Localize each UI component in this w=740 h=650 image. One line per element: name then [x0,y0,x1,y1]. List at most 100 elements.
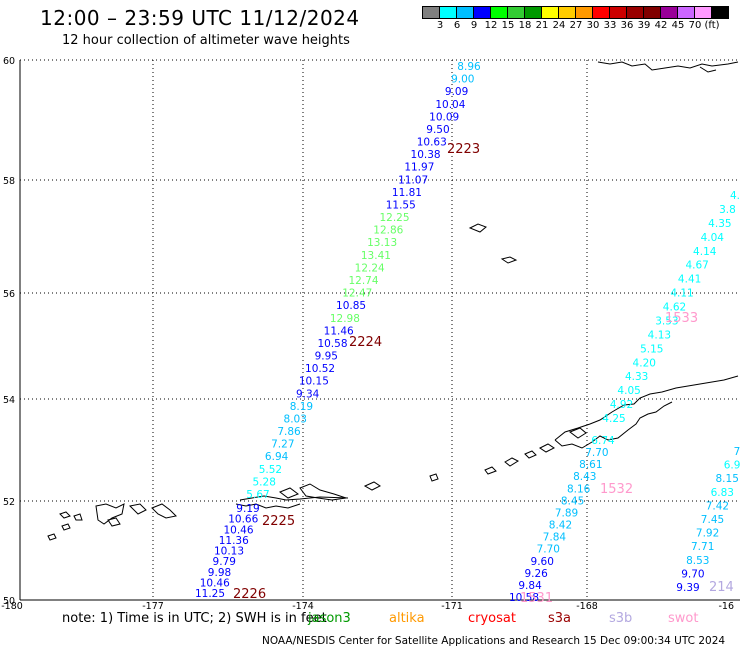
wave-height-label: 9.95 [315,351,338,363]
satellite-legend-item: cryosat [468,611,516,626]
colorbar-label: 3 [436,20,444,31]
wave-height-label: 7 [734,446,740,458]
wave-height-label: 8.45 [561,495,584,507]
wave-height-label: 5.28 [253,476,276,488]
wave-height-label: 6.83 [711,487,734,499]
track-id-label: 2226 [233,587,266,602]
wave-height-label: 8.03 [284,413,307,425]
wave-height-label: 10.15 [299,376,329,388]
wave-height-label: 10.46 [200,577,230,589]
colorbar-label: 39 [637,20,651,31]
wave-height-label: 11.55 [386,199,416,211]
track-id-label: 1531 [520,591,553,606]
satellite-legend-item: s3b [609,611,633,626]
colorbar-label: 21 [535,20,549,31]
longitude-tick-label: -168 [576,601,598,612]
wave-height-label: 8.61 [579,459,602,471]
satellite-legend-item: altika [389,611,425,626]
wave-height-label: 10.58 [317,338,347,350]
wave-height-label: 10.04 [435,99,465,111]
colorbar-label: 12 [484,20,498,31]
wave-height-label: 4.13 [648,329,671,341]
wave-height-label: 7.71 [691,541,714,553]
wave-height-label: 8.43 [573,471,596,483]
wave-height-label: 10.09 [429,111,459,123]
wave-height-label: 9.34 [296,388,320,400]
wave-height-label: 4.62 [663,302,686,314]
wave-height-label: 4.04 [701,232,725,244]
wave-height-label: 10.66 [228,514,258,526]
credit-line: NOAA/NESDIS Center for Satellite Applica… [262,635,726,647]
wave-height-label: 9.79 [213,556,236,568]
wave-height-label: 7.70 [585,447,608,459]
wave-height-label: 13.41 [361,250,391,262]
colorbar-label: 70 [688,20,702,31]
satellite-legend-item: swot [668,611,699,626]
wave-height-label: 4.25 [602,413,625,425]
colorbar-label: 9 [470,20,478,31]
latitude-tick-label: 60 [3,56,15,67]
track-id-label: 2225 [262,514,295,529]
wave-height-label: 4.41 [678,274,701,286]
altimeter-tracks: 8.969.009.0910.0410.099.5010.6310.3811.9… [195,61,740,604]
latitude-tick-label: 58 [3,176,15,187]
wave-height-label: 6.74 [591,435,615,447]
wave-height-label: 4.20 [633,357,656,369]
wave-height-label: 9.84 [518,580,542,592]
wave-height-label: 5.52 [259,464,282,476]
wave-height-label: 12.86 [373,225,403,237]
wave-height-label: 4.05 [617,385,640,397]
longitude-tick-label: -16 [718,601,734,612]
latitude-tick-label: 50 [3,596,15,607]
track-id-label: 2224 [349,335,382,350]
wave-height-label: 11.97 [404,162,434,174]
wave-height-label: 6.9 [724,460,740,472]
track-id-label: 2223 [447,142,480,157]
wave-height-label: 5.15 [640,343,663,355]
colorbar-label: 27 [569,20,583,31]
track-id-label: 214 [709,580,734,595]
wave-height-label: 10.38 [411,149,441,161]
latitude-tick-label: 54 [3,395,15,406]
wave-height-label: 5.67 [246,489,269,501]
wave-height-label: 13.13 [367,237,397,249]
wave-height-label: 8.53 [686,555,709,567]
wave-height-label: 7.86 [277,426,301,438]
track-id-labels: 2223 2224 2225 2226 1533 1532 1531 214 [233,142,734,606]
wave-height-label: 4.92 [610,399,633,411]
map-title: 12:00 – 23:59 UTC 11/12/2024 [40,6,360,30]
colorbar-label: (ft) [704,20,720,31]
colorbar-swatch [711,6,729,19]
wave-height-label: 3.8 [719,204,736,216]
note-text: note: 1) Time is in UTC; 2) SWH is in fe… [62,611,327,626]
wave-height-label: 7.89 [555,507,578,519]
wave-height-label: 7.70 [537,544,560,556]
wave-height-label: 11.07 [398,174,428,186]
wave-height-label: 10.52 [305,363,335,375]
satellite-legend-item: s3a [548,611,572,626]
wave-height-label: 4.33 [625,371,648,383]
wave-height-label: 4. [730,190,740,202]
wave-height-label: 12.24 [355,262,385,274]
wave-height-label: 11.36 [219,535,249,547]
wave-height-label: 11.81 [392,187,422,199]
longitude-tick-label: -180 [1,601,23,612]
wave-height-label: 9.09 [445,86,468,98]
wave-height-label: 9.39 [676,582,699,594]
wave-height-label: 4.11 [670,288,693,300]
wave-height-label: 7.84 [543,532,567,544]
wave-height-label: 10.63 [417,137,447,149]
track-id-label: 1532 [600,482,633,497]
map-subtitle: 12 hour collection of altimeter wave hei… [62,33,350,48]
wave-height-label: 9.98 [208,567,231,579]
colorbar-label: 33 [603,20,617,31]
latitude-tick-label: 56 [3,289,15,300]
wave-height-label: 12.47 [342,288,372,300]
longitude-tick-label: -174 [292,601,314,612]
wave-height-label: 9.00 [451,74,474,86]
wave-height-label: 4.67 [685,260,708,272]
wave-height-label: 8.19 [290,401,313,413]
colorbar-label: 6 [453,20,461,31]
colorbar-label: 18 [518,20,532,31]
